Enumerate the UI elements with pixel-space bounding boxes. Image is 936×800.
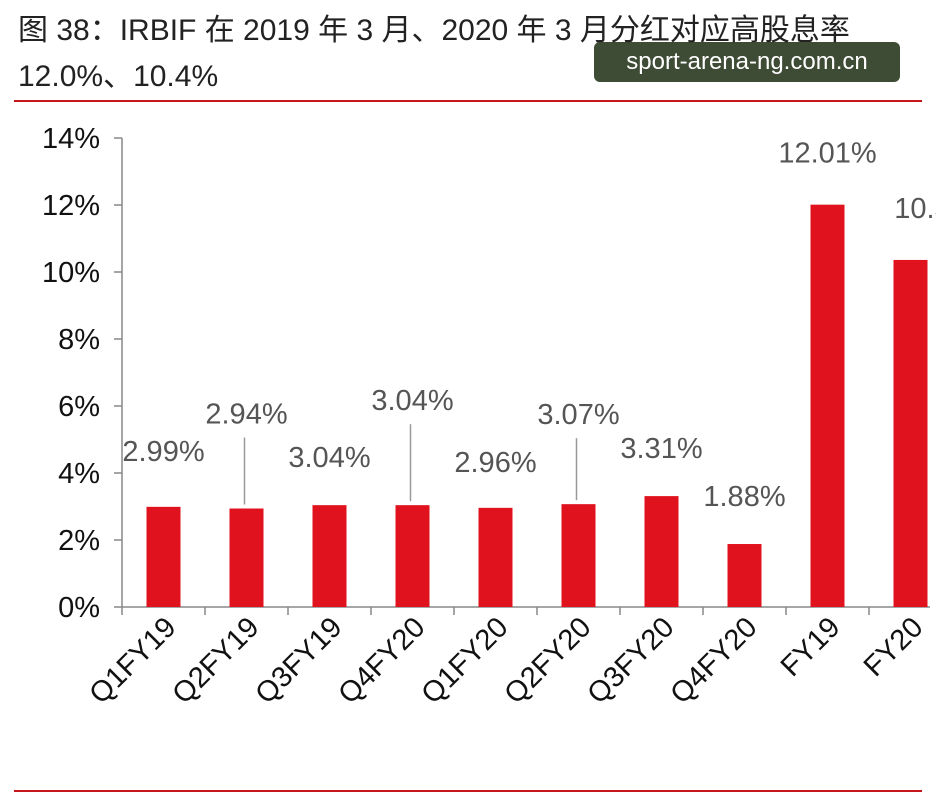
- data-label: 3.04%: [288, 442, 370, 474]
- bar: [229, 508, 264, 607]
- data-label: 1.88%: [703, 481, 785, 513]
- data-label: 2.96%: [454, 447, 536, 479]
- x-tick-label: Q3FY19: [249, 611, 348, 710]
- bar: [478, 507, 513, 607]
- bar: [395, 505, 430, 607]
- x-axis: Q1FY19Q2FY19Q3FY19Q4FY20Q1FY20Q2FY20Q3FY…: [83, 606, 930, 710]
- x-tick-label: Q1FY19: [83, 611, 182, 710]
- y-tick-label: 2%: [58, 525, 100, 557]
- data-label: 12.01%: [778, 138, 876, 170]
- y-tick-label: 4%: [58, 458, 100, 490]
- bar: [312, 505, 347, 607]
- data-label: 3.04%: [371, 385, 453, 417]
- chart-title: 图 38：IRBIF 在 2019 年 3 月、2020 年 3 月分红对应高股…: [18, 14, 850, 93]
- y-tick-label: 14%: [42, 123, 100, 155]
- x-tick-label: Q4FY20: [332, 611, 431, 710]
- data-labels: 2.99%2.94%3.04%3.04%2.96%3.07%3.31%1.88%…: [122, 138, 936, 513]
- x-tick-label: Q4FY20: [664, 611, 763, 710]
- data-label: 2.99%: [122, 436, 204, 468]
- x-tick-label: Q3FY20: [581, 611, 680, 710]
- watermark: sport-arena-ng.com.cn: [594, 42, 900, 82]
- bar: [561, 504, 596, 607]
- x-tick-label: Q2FY19: [166, 611, 265, 710]
- y-tick-label: 8%: [58, 324, 100, 356]
- bar: [146, 506, 181, 607]
- data-label: 3.07%: [537, 399, 619, 431]
- y-tick-label: 12%: [42, 190, 100, 222]
- x-tick-label: Q1FY20: [415, 611, 514, 710]
- y-tick-label: 10%: [42, 257, 100, 289]
- bar: [727, 544, 762, 607]
- x-tick-label: Q2FY20: [498, 611, 597, 710]
- y-axis: 0% 2% 4% 6% 8% 10% 12% 14%: [42, 123, 123, 624]
- data-label: 3.31%: [620, 433, 702, 465]
- bar: [810, 204, 845, 608]
- bar: [644, 496, 679, 607]
- data-label: 2.94%: [205, 399, 287, 431]
- y-tick-label: 6%: [58, 391, 100, 423]
- leader-lines: [243, 424, 578, 505]
- title-divider: [14, 100, 922, 102]
- bars: [146, 204, 928, 608]
- bar: [893, 259, 928, 607]
- x-tick-label: FY19: [775, 611, 847, 683]
- footer-divider: [14, 790, 922, 792]
- x-tick-label: FY20: [858, 611, 930, 683]
- data-label: 10.36: [894, 193, 936, 225]
- y-tick-label: 0%: [58, 592, 100, 624]
